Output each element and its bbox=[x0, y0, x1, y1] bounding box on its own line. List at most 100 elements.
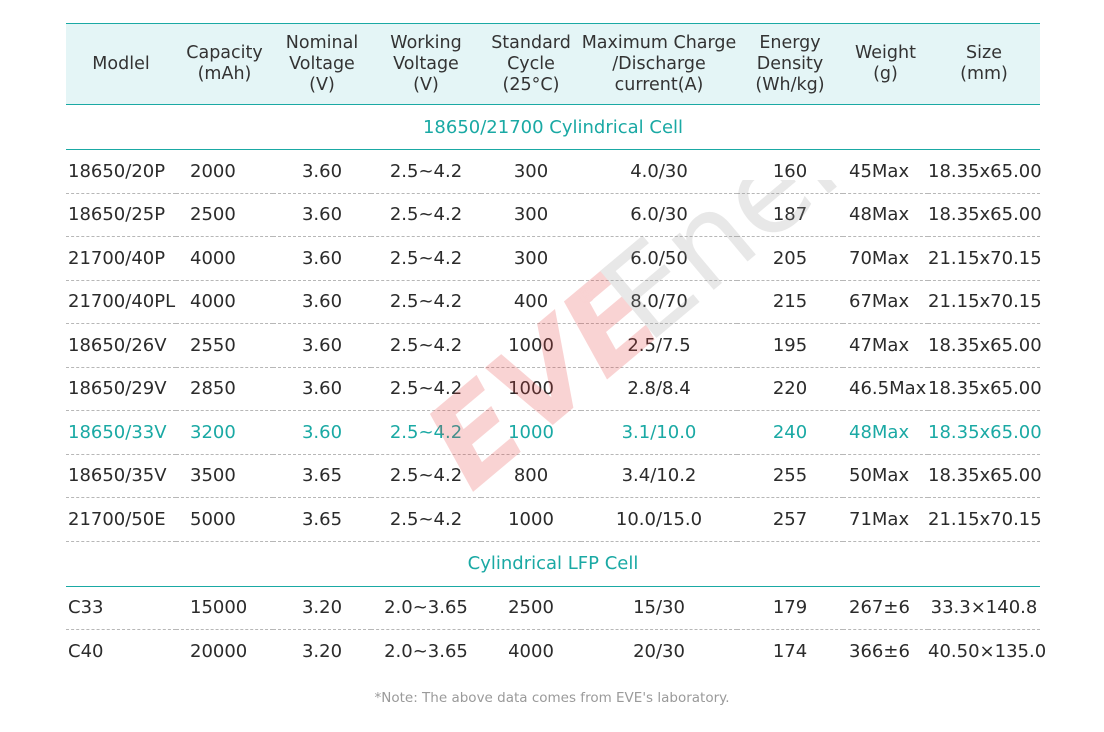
table-cell: 18650/29V bbox=[66, 367, 176, 411]
table-row: 21700/40PL 4000 3.60 2.5~4.2 400 8.0/70 215 67M… bbox=[66, 280, 1042, 324]
table-cell: 18650/33V bbox=[66, 410, 176, 455]
table-cell: 2.5~4.2 bbox=[371, 236, 481, 281]
table-cell: 400 bbox=[481, 280, 581, 324]
table-cell: 1000 bbox=[481, 497, 581, 542]
spec-table-container: Modlel Capacity (mAh) Nominal Voltage (V) Work… bbox=[66, 23, 1046, 673]
column-header: Energy Density (Wh/kg) bbox=[737, 23, 843, 105]
table-cell: 15/30 bbox=[581, 586, 737, 630]
table-cell: 3.60 bbox=[273, 410, 371, 455]
table-cell: 205 bbox=[737, 236, 843, 281]
table-cell: 2500 bbox=[481, 586, 581, 630]
column-header-line: (g) bbox=[873, 64, 898, 84]
table-cell: 3.4/10.2 bbox=[581, 454, 737, 498]
table-cell: 18.35x65.00 bbox=[928, 323, 1042, 368]
table-cell: 2.5/7.5 bbox=[581, 323, 737, 368]
table-cell: 18.35x65.00 bbox=[928, 410, 1042, 455]
table-row: C33 15000 3.20 2.0~3.65 2500 15/30 179 267±6 33.… bbox=[66, 586, 1040, 630]
column-header-line: Weight bbox=[855, 43, 916, 63]
table-cell: 21700/40PL bbox=[66, 280, 176, 324]
table-cell: 1000 bbox=[481, 367, 581, 411]
header-row: Modlel Capacity (mAh) Nominal Voltage (V) Work… bbox=[66, 23, 1040, 105]
column-header-line: /Discharge bbox=[612, 53, 706, 74]
table-cell: 2.5~4.2 bbox=[371, 497, 481, 542]
table-cell: 21700/40P bbox=[66, 236, 176, 281]
column-header-line: Voltage bbox=[289, 53, 355, 74]
column-header-line: Standard bbox=[491, 32, 571, 53]
table-cell: 1000 bbox=[481, 323, 581, 368]
table-cell: 257 bbox=[737, 497, 843, 542]
column-header-line: current(A) bbox=[614, 74, 704, 95]
table-row: 18650/35V 3500 3.65 2.5~4.2 800 3.4/10.2 255 50… bbox=[66, 454, 1042, 498]
table-row: 21700/50E 5000 3.65 2.5~4.2 1000 10.0/15.0 257… bbox=[66, 497, 1042, 542]
table-cell: 300 bbox=[481, 236, 581, 281]
table-cell: 67Max bbox=[843, 280, 928, 324]
column-header-line: (25°C) bbox=[502, 74, 560, 95]
table-cell: 300 bbox=[481, 149, 581, 194]
table-cell: 267±6 bbox=[843, 586, 928, 630]
table-cell: 300 bbox=[481, 193, 581, 237]
section-title: 18650/21700 Cylindrical Cell bbox=[66, 104, 1040, 150]
table-cell: 21.15x70.15 bbox=[928, 280, 1042, 324]
table-cell: 220 bbox=[737, 367, 843, 411]
column-header: Modlel bbox=[66, 23, 176, 105]
table-cell: 4000 bbox=[176, 236, 273, 281]
table-cell: 3200 bbox=[176, 410, 273, 455]
table-cell: 179 bbox=[737, 586, 843, 630]
table-cell: 3.60 bbox=[273, 280, 371, 324]
table-cell: 21700/50E bbox=[66, 497, 176, 542]
table-cell: 160 bbox=[737, 149, 843, 194]
table-header: Modlel Capacity (mAh) Nominal Voltage (V) Work… bbox=[66, 23, 1040, 105]
table-cell: 21.15x70.15 bbox=[928, 236, 1042, 281]
table-cell: 20000 bbox=[190, 640, 248, 662]
table-row-highlighted: 18650/33V 3200 3.60 2.5~4.2 1000 3.1/10.0 240 4… bbox=[66, 410, 1042, 455]
table-row: 18650/25P 2500 3.60 2.5~4.2 300 6.0/30 187 48Ma… bbox=[66, 193, 1042, 237]
table-cell: 2.5~4.2 bbox=[371, 454, 481, 498]
table-cell: 71Max bbox=[843, 497, 928, 542]
table-cell: C33 bbox=[66, 586, 176, 630]
table-cell: 2850 bbox=[176, 367, 273, 411]
table-cell: 3.65 bbox=[273, 497, 371, 542]
table-cell: 215 bbox=[737, 280, 843, 324]
table-cell: 70Max bbox=[843, 236, 928, 281]
table-row: 18650/20P 2000 3.60 2.5~4.2 300 4.0/30 160 45Ma… bbox=[66, 149, 1042, 194]
table-cell: 4000 bbox=[176, 280, 273, 324]
table-cell: 1000 bbox=[481, 410, 581, 455]
table-cell: 3500 bbox=[176, 454, 273, 498]
table-cell: 4.0/30 bbox=[581, 149, 737, 194]
table-cell: 20/30 bbox=[633, 640, 685, 662]
column-header-line: Nominal bbox=[285, 32, 359, 53]
table-cell: 21.15x70.15 bbox=[928, 497, 1042, 542]
table-row: 21700/40P 4000 3.60 2.5~4.2 300 6.0/50 205 70Ma… bbox=[66, 236, 1042, 281]
table-cell: 2.5~4.2 bbox=[371, 149, 481, 194]
table-cell: 187 bbox=[737, 193, 843, 237]
table-row: 18650/29V 2850 3.60 2.5~4.2 1000 2.8/8.4 220 46… bbox=[66, 367, 1042, 411]
table-cell: 6.0/30 bbox=[581, 193, 737, 237]
table-cell: 47Max bbox=[843, 323, 928, 368]
table-body: 18650/21700 Cylindrical Cell 18650/20P 200… bbox=[66, 104, 1046, 673]
column-header-line: (V) bbox=[309, 74, 335, 95]
table-cell: 366±6 bbox=[849, 640, 910, 662]
table-cell: 8.0/70 bbox=[581, 280, 737, 324]
table-cell: 3.60 bbox=[273, 323, 371, 368]
cell-spec-table: Modlel Capacity (mAh) Nominal Voltage (V) Work… bbox=[66, 23, 1046, 673]
table-cell: 3.1/10.0 bbox=[581, 410, 737, 455]
column-header-line: Capacity bbox=[186, 43, 263, 63]
table-cell: 255 bbox=[737, 454, 843, 498]
column-header-line: Energy bbox=[759, 32, 821, 53]
table-cell: 18.35x65.00 bbox=[928, 454, 1042, 498]
table-cell: 240 bbox=[737, 410, 843, 455]
table-cell: 46.5Max bbox=[843, 367, 928, 411]
table-cell: 18.35x65.00 bbox=[928, 367, 1042, 411]
table-cell: 50Max bbox=[843, 454, 928, 498]
table-cell: 5000 bbox=[176, 497, 273, 542]
column-header: Working Voltage (V) bbox=[371, 23, 481, 105]
table-cell: 2.0~3.65 bbox=[371, 586, 481, 630]
footnote: *Note: The above data comes from EVE's l… bbox=[374, 690, 730, 706]
section-header-row: Cylindrical LFP Cell bbox=[66, 541, 1040, 587]
table-cell: 2.8/8.4 bbox=[581, 367, 737, 411]
column-header-line: (mm) bbox=[960, 64, 1008, 84]
table-cell: 2.0~3.65 bbox=[384, 640, 468, 662]
column-header-line: (V) bbox=[413, 74, 439, 95]
table-cell: 2000 bbox=[176, 149, 273, 194]
table-cell: 2.5~4.2 bbox=[371, 367, 481, 411]
